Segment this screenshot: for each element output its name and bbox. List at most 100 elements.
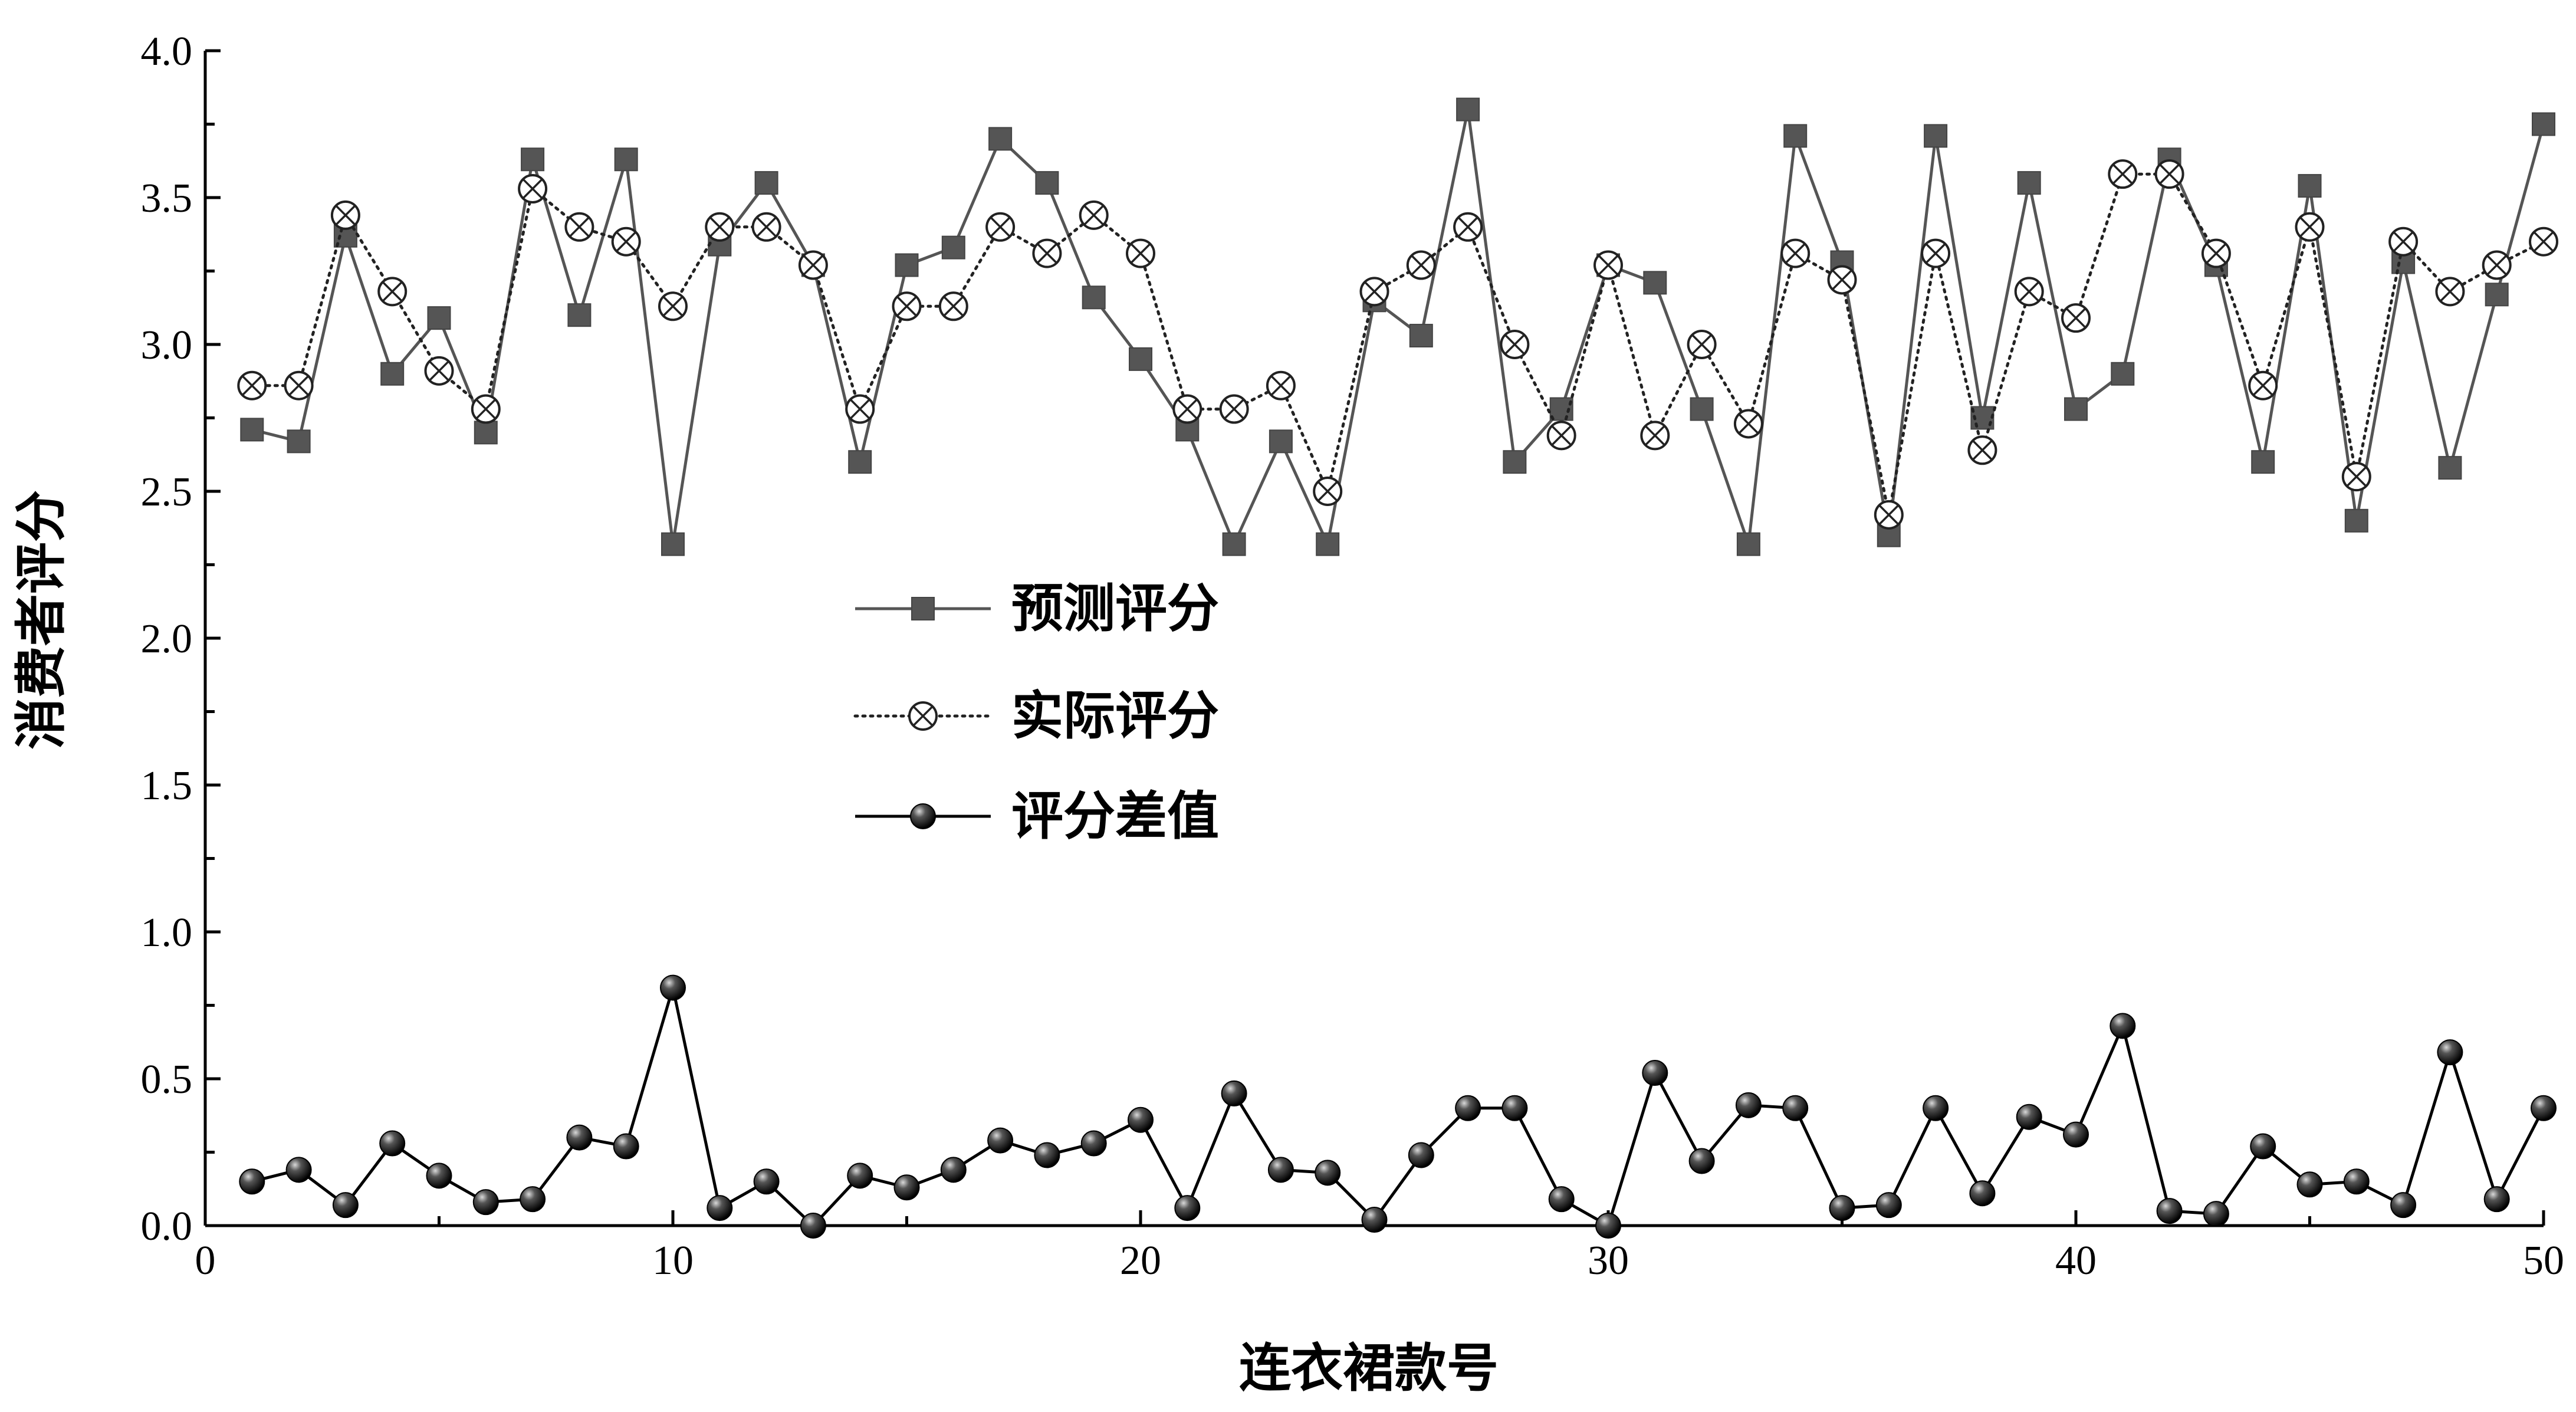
series-3-point xyxy=(1080,1130,1107,1157)
series-2-point xyxy=(1032,238,1062,268)
y-tick-label: 2.0 xyxy=(141,616,193,662)
series-2-point xyxy=(564,212,594,242)
series-1-point xyxy=(1924,124,1948,148)
series-3-point xyxy=(426,1163,452,1189)
series-2-point xyxy=(2154,159,2184,189)
series-3-point xyxy=(847,1163,873,1189)
series-2-point xyxy=(1733,409,1763,439)
series-3-point xyxy=(1595,1213,1621,1239)
x-tick-label: 50 xyxy=(2523,1238,2564,1283)
y-axis-label: 消费者评分 xyxy=(11,490,71,750)
series-1-point xyxy=(1736,532,1760,556)
series-2 xyxy=(237,159,2558,530)
series-1-point xyxy=(2111,362,2135,386)
series-3-point xyxy=(2390,1192,2417,1219)
x-axis-label: 连衣裙款号 xyxy=(1239,1338,1499,1398)
series-2-point xyxy=(2201,238,2231,268)
series-3-point xyxy=(2437,1039,2463,1066)
series-1-point xyxy=(1035,171,1059,195)
series-3-point xyxy=(660,974,686,1001)
series-3-point xyxy=(2531,1095,2557,1121)
series-3-point xyxy=(2343,1168,2370,1195)
series-1-point xyxy=(1783,124,1808,148)
series-2-point xyxy=(330,200,360,230)
series-1-point xyxy=(1503,450,1527,474)
y-tick-label: 0.5 xyxy=(141,1057,193,1102)
series-1-point xyxy=(2064,397,2088,421)
series-2-point xyxy=(1126,238,1155,268)
x-tick-label: 0 xyxy=(195,1238,216,1283)
series-3-point xyxy=(893,1174,920,1201)
series-3-point xyxy=(707,1195,733,1221)
series-3-line xyxy=(251,987,2545,1228)
series-2-point xyxy=(2295,212,2325,242)
series-1-point xyxy=(2485,283,2509,307)
series-2-point xyxy=(845,394,875,424)
series-1-point xyxy=(1269,429,1293,454)
series-3-point xyxy=(1501,1095,1528,1121)
series-1-line xyxy=(251,109,2545,549)
series-1-point xyxy=(988,127,1013,151)
series-3-point xyxy=(1548,1186,1575,1213)
series-2-point xyxy=(1874,500,1904,530)
series-3 xyxy=(239,974,2557,1239)
series-1-point xyxy=(427,306,451,330)
series-1-point xyxy=(2532,112,2555,136)
series-2-point xyxy=(1172,394,1202,424)
series-1-point xyxy=(1643,271,1667,295)
series-2-point xyxy=(1359,277,1389,307)
series-2-point xyxy=(798,250,828,280)
series-3-point xyxy=(520,1186,546,1213)
series-1-point xyxy=(1082,285,1106,310)
series-3-point xyxy=(2296,1171,2323,1198)
series-3-point xyxy=(2110,1013,2136,1039)
x-tick-label: 40 xyxy=(2055,1238,2097,1283)
x-axis-ticks: 0 10 20 30 40 50 xyxy=(195,1210,2564,1283)
legend-item-3: 评分差值 xyxy=(855,786,1219,846)
series-2-point xyxy=(2108,159,2138,189)
series-3-point xyxy=(1688,1148,1715,1174)
series-2-point xyxy=(1687,330,1717,359)
series-3-point xyxy=(1408,1142,1434,1168)
series-layer xyxy=(237,97,2558,1239)
series-2-point xyxy=(284,370,314,400)
series-1-point xyxy=(754,171,778,195)
legend-marker-1 xyxy=(911,597,935,620)
series-2-point xyxy=(1780,238,1811,268)
series-1-point xyxy=(287,429,311,454)
series-3-point xyxy=(1829,1195,1855,1221)
series-1-point xyxy=(567,303,592,327)
legend-label-2: 实际评分 xyxy=(1011,685,1219,746)
series-2-point xyxy=(237,370,267,400)
legend-marker-3 xyxy=(910,803,936,829)
series-3-point xyxy=(1875,1192,1902,1219)
series-2-point xyxy=(1079,200,1109,230)
series-3-point xyxy=(1969,1180,1996,1207)
series-2-point xyxy=(705,212,735,242)
series-3-point xyxy=(1034,1142,1060,1168)
series-1-point xyxy=(1129,347,1152,371)
series-2-point xyxy=(2529,226,2558,257)
series-2-point xyxy=(424,356,454,386)
series-3-point xyxy=(613,1133,639,1160)
series-1-point xyxy=(474,421,498,445)
series-2-point xyxy=(1921,238,1951,268)
series-3-point xyxy=(753,1168,780,1195)
series-2-point xyxy=(1827,265,1857,295)
series-3-point xyxy=(1361,1207,1388,1233)
series-3-point xyxy=(1923,1095,1949,1121)
series-2-point xyxy=(1546,421,1576,451)
series-3-point xyxy=(2203,1201,2229,1227)
series-2-point xyxy=(2341,462,2371,492)
x-tick-label: 30 xyxy=(1588,1238,1629,1283)
axes xyxy=(203,51,2544,1227)
y-tick-label: 3.5 xyxy=(141,176,193,221)
series-2-point xyxy=(1219,394,1249,424)
y-tick-label: 3.0 xyxy=(141,323,193,368)
series-1-point xyxy=(2438,456,2462,480)
series-2-point xyxy=(2435,277,2465,307)
y-tick-label: 2.5 xyxy=(141,469,193,515)
y-tick-label: 1.5 xyxy=(141,763,193,809)
series-3-point xyxy=(2063,1121,2089,1148)
